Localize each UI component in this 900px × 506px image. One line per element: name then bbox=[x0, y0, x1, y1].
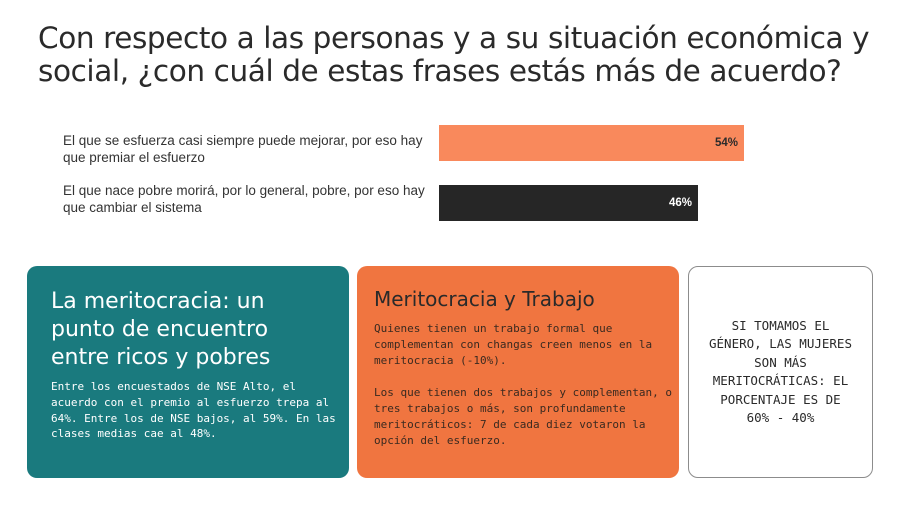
card-heading: Meritocracia y Trabajo bbox=[374, 287, 595, 311]
page-title: Con respecto a las personas y a su situa… bbox=[38, 21, 870, 88]
bar-track-system: 46% bbox=[439, 185, 753, 221]
card-body: Entre los encuestados de NSE Alto, el ac… bbox=[51, 380, 336, 441]
card-paragraph: Los que tienen dos trabajos y complement… bbox=[374, 386, 673, 447]
bar-label-effort: El que se esfuerza casi siempre puede me… bbox=[63, 133, 423, 165]
bar-value-system: 46% bbox=[668, 197, 692, 209]
bar-effort bbox=[439, 125, 744, 161]
bar-label-system: El que nace pobre morirá, por lo general… bbox=[63, 183, 425, 215]
card-gender: SI TOMAMOS EL GÉNERO, LAS MUJERES SON MÁ… bbox=[688, 266, 873, 478]
bar-track-effort: 54% bbox=[439, 125, 753, 161]
card-heading: La meritocracia: un punto de encuentro e… bbox=[51, 289, 271, 370]
card-body: Quienes tienen un trabajo formal que com… bbox=[374, 321, 674, 465]
card-meritocracy-work: Meritocracia y Trabajo Quienes tienen un… bbox=[357, 266, 679, 478]
card-meritocracy-rich-poor: La meritocracia: un punto de encuentro e… bbox=[27, 266, 349, 478]
card-body: SI TOMAMOS EL GÉNERO, LAS MUJERES SON MÁ… bbox=[709, 317, 852, 426]
bar-chart: El que se esfuerza casi siempre puede me… bbox=[0, 118, 900, 228]
bar-value-effort: 54% bbox=[714, 137, 738, 149]
card-paragraph: Quienes tienen un trabajo formal que com… bbox=[374, 322, 653, 367]
bar-system bbox=[439, 185, 698, 221]
